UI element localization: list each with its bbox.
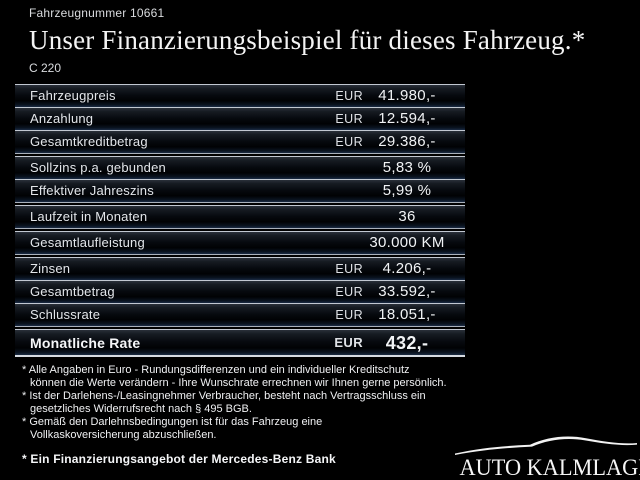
table-row: Gesamtkreditbetrag EUR 29.386,- (15, 130, 465, 153)
row-value: 12.594,- (378, 110, 436, 127)
row-currency: EUR (335, 135, 363, 149)
row-label: Sollzins p.a. gebunden (30, 160, 166, 175)
table-row: Sollzins p.a. gebunden 5,83 % (15, 153, 465, 179)
row-currency: EUR (335, 262, 363, 276)
row-label: Monatliche Rate (30, 334, 141, 351)
table-row: Schlussrate EUR 18.051,- (15, 303, 465, 326)
row-value: 29.386,- (378, 133, 436, 150)
table-row: Effektiver Jahreszins 5,99 % (15, 179, 465, 202)
row-label: Effektiver Jahreszins (30, 183, 154, 198)
row-value: 5,99 % (382, 182, 432, 199)
row-label: Laufzeit in Monaten (30, 209, 148, 224)
row-value: 4.206,- (382, 260, 432, 277)
finance-table: Fahrzeugpreis EUR 41.980,- Anzahlung EUR… (15, 84, 465, 357)
table-row: Zinsen EUR 4.206,- (15, 254, 465, 280)
header: Fahrzeugnummer 10661 Unser Finanzierungs… (29, 6, 620, 75)
financing-bank-note: * Ein Finanzierungsangebot der Mercedes-… (22, 452, 336, 466)
row-label: Gesamtlaufleistung (30, 235, 145, 250)
row-value: 18.051,- (378, 306, 436, 323)
table-row: Gesamtbetrag EUR 33.592,- (15, 280, 465, 303)
car-silhouette-icon (455, 436, 637, 455)
vehicle-model: C 220 (29, 61, 62, 75)
page-title: Unser Finanzierungsbeispiel für dieses F… (29, 25, 586, 55)
table-row-monthly-rate: Monatliche Rate EUR 432,- (15, 326, 465, 357)
footnotes: * Alle Angaben in Euro - Rundungsdiffere… (22, 364, 447, 442)
row-label: Anzahlung (30, 111, 94, 126)
row-currency: EUR (335, 308, 363, 322)
footnote-line: * Alle Angaben in Euro - Rundungsdiffere… (22, 364, 410, 376)
dealer-logo: AUTO KALMLAGE (454, 434, 640, 480)
row-value: 33.592,- (378, 283, 436, 300)
row-currency: EUR (335, 89, 363, 103)
row-label: Fahrzeugpreis (30, 88, 116, 103)
footnote-line: * Ist der Darlehens-/Leasingnehmer Verbr… (22, 390, 426, 402)
table-row: Laufzeit in Monaten 36 (15, 202, 465, 228)
row-value: 41.980,- (378, 87, 436, 104)
dealer-name: AUTO KALMLAGE (459, 455, 640, 480)
row-currency: EUR (334, 334, 363, 350)
row-value: 30.000 KM (369, 234, 445, 251)
row-label: Gesamtbetrag (30, 284, 115, 299)
footnote-line: * Gemäß den Darlehnsbedingungen ist für … (22, 416, 323, 428)
row-value: 36 (398, 208, 416, 225)
row-value: 432,- (385, 332, 429, 353)
vehicle-number: Fahrzeugnummer 10661 (29, 6, 165, 20)
table-row: Gesamtlaufleistung 30.000 KM (15, 228, 465, 254)
row-label: Schlussrate (30, 307, 101, 322)
row-label: Gesamtkreditbetrag (30, 134, 148, 149)
table-row: Anzahlung EUR 12.594,- (15, 107, 465, 130)
row-value: 5,83 % (382, 159, 432, 176)
row-currency: EUR (335, 285, 363, 299)
row-currency: EUR (335, 112, 363, 126)
footnote-line: können die Werte verändern - Ihre Wunsch… (30, 377, 447, 389)
row-label: Zinsen (30, 261, 71, 276)
table-row: Fahrzeugpreis EUR 41.980,- (15, 84, 465, 107)
footnote-line: Vollkaskoversicherung abzuschließen. (30, 429, 217, 441)
footnote-line: gesetzliches Widerrufsrecht nach § 495 B… (30, 403, 252, 415)
